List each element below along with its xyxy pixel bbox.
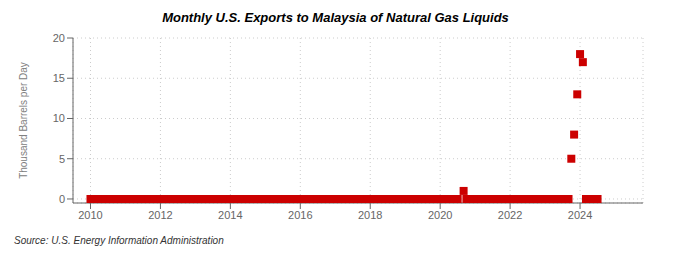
svg-text:20: 20 (53, 32, 65, 44)
svg-text:2010: 2010 (78, 209, 102, 221)
svg-text:2016: 2016 (288, 209, 312, 221)
svg-text:5: 5 (59, 153, 65, 165)
svg-text:2024: 2024 (568, 209, 592, 221)
svg-text:Thousand Barrels per Day: Thousand Barrels per Day (18, 62, 29, 179)
svg-text:0: 0 (59, 193, 65, 205)
svg-text:2022: 2022 (498, 209, 522, 221)
svg-text:15: 15 (53, 72, 65, 84)
svg-text:2012: 2012 (148, 209, 172, 221)
svg-text:10: 10 (53, 112, 65, 124)
svg-text:2020: 2020 (428, 209, 452, 221)
html-text:Monthly U.S. Exports to Malays: Monthly U.S. Exports to Malaysia of Natu… (162, 10, 509, 25)
svg-text:2014: 2014 (218, 209, 242, 221)
html-text:Source: U.S. Energy Informatio: Source: U.S. Energy Information Administ… (14, 235, 224, 246)
svg-text:2018: 2018 (358, 209, 382, 221)
